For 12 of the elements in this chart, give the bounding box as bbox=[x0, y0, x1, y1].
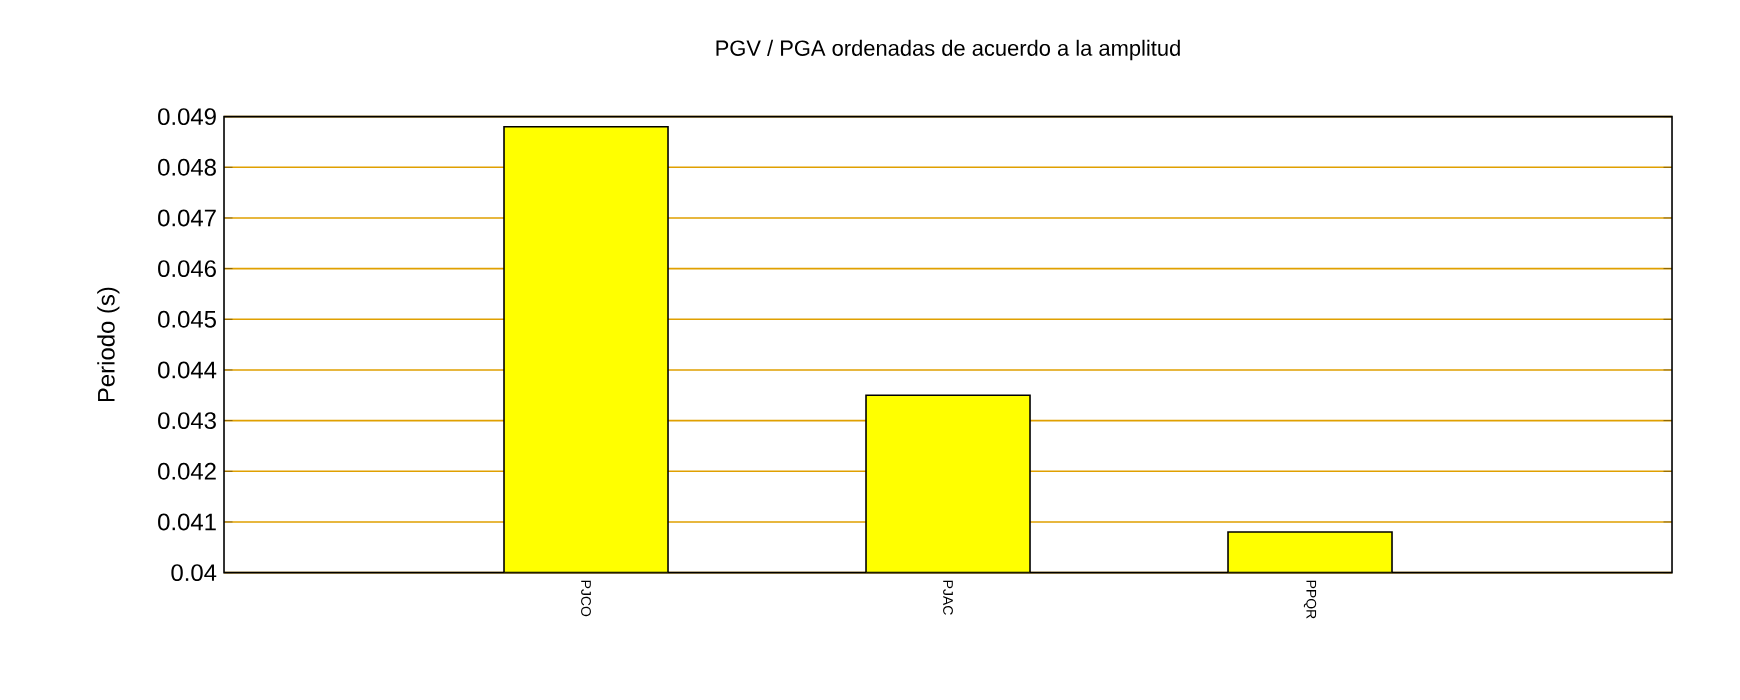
y-tick-label: 0.044 bbox=[158, 361, 217, 379]
y-tick-label: 0.049 bbox=[158, 108, 216, 126]
y-tick-label: 0.04 bbox=[171, 564, 217, 582]
y-tick-label: 0.042 bbox=[158, 462, 216, 480]
y-axis-title: Periodo (s) bbox=[97, 287, 120, 402]
y-tick-label: 0.046 bbox=[158, 260, 216, 278]
y-tick-label: 0.045 bbox=[158, 310, 216, 328]
y-tick-label: 0.048 bbox=[158, 158, 216, 176]
y-tick-label: 0.043 bbox=[158, 412, 216, 430]
chart-title: PGV / PGA ordenadas de acuerdo a la amplitud bbox=[716, 39, 1180, 61]
y-tick-label: 0.047 bbox=[158, 209, 216, 227]
y-tick-label: 0.041 bbox=[158, 513, 216, 531]
